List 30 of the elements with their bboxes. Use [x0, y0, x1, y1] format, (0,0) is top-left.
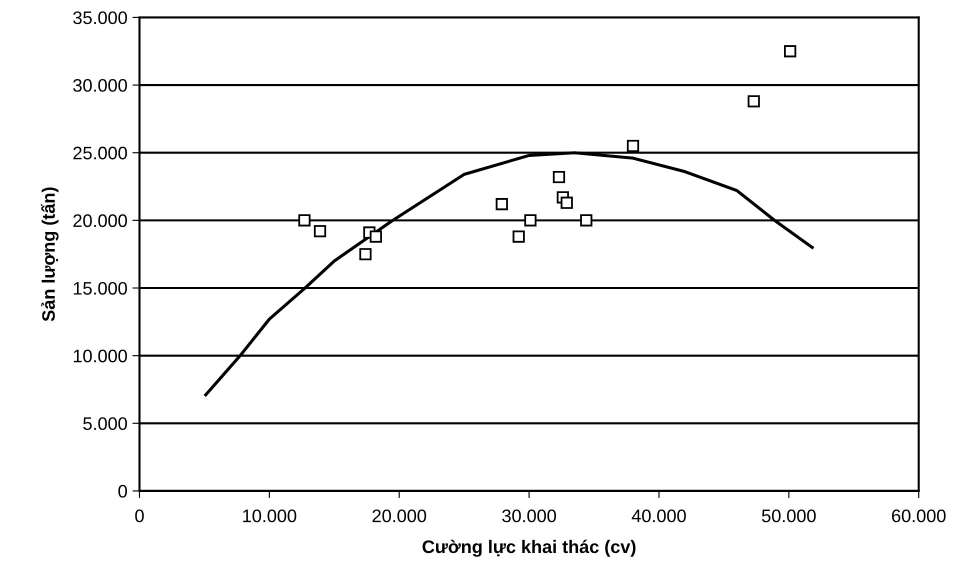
point — [626, 140, 640, 152]
point — [748, 95, 760, 108]
y-tick-label: 25.000 — [73, 146, 127, 160]
x-tick-label: 10.000 — [243, 509, 296, 522]
y-tick-label: 20.000 — [73, 214, 127, 228]
point — [314, 225, 326, 238]
point — [512, 230, 525, 243]
point — [370, 230, 382, 243]
y-tick-label: 10.000 — [74, 350, 127, 362]
x-tick-label: 60.000 — [892, 509, 946, 522]
point — [359, 248, 372, 260]
point — [784, 45, 796, 58]
point — [580, 214, 592, 226]
y-tick-label: 15.000 — [74, 282, 127, 295]
x-tick-label: 40.000 — [632, 509, 686, 522]
point — [298, 214, 311, 226]
y-tick-label: 35.000 — [73, 11, 127, 24]
x-tick-label: 30.000 — [502, 509, 556, 522]
x-tick-label: 50.000 — [762, 509, 816, 522]
point — [552, 170, 566, 184]
x-axis-title: Cường lực khai thác (cv) — [422, 540, 636, 557]
point — [496, 198, 508, 210]
y-tick-label: 5.000 — [83, 417, 127, 430]
point — [560, 196, 573, 209]
y-axis-title: Sản lượng (tấn) — [40, 187, 59, 322]
x-tick-label: 20.000 — [372, 509, 426, 522]
y-tick-label: 30.000 — [73, 79, 127, 92]
y-tick-label: 0 — [118, 484, 127, 498]
x-tick-label: 0 — [135, 509, 144, 522]
point — [524, 214, 537, 226]
